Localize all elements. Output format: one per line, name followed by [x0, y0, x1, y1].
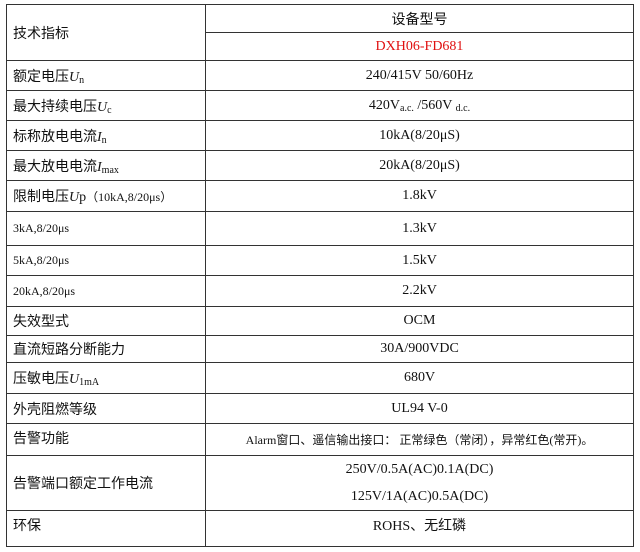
model-number: DXH06-FD681: [205, 32, 634, 61]
row-label: 环保: [6, 510, 206, 547]
row-value: 1.8kV: [205, 180, 634, 212]
header-spec: 技术指标: [6, 4, 206, 61]
row-label: 5kA,8/20μs: [6, 245, 206, 276]
row-value: 10kA(8/20μS): [205, 120, 634, 151]
row-label: 3kA,8/20μs: [6, 211, 206, 246]
row-value: Alarm窗口、遥信输出接口： 正常绿色（常闭），异常红色(常开)。: [205, 423, 634, 456]
row-label: 告警功能: [6, 423, 206, 456]
row-value: 240/415V 50/60Hz: [205, 60, 634, 91]
row-label: 压敏电压U1mA: [6, 362, 206, 394]
row-value: 1.5kV: [205, 245, 634, 276]
row-label: 外壳阻燃等级: [6, 393, 206, 424]
row-label: 20kA,8/20μs: [6, 275, 206, 307]
row-value: OCM: [205, 306, 634, 336]
row-value: 250V/0.5A(AC)0.1A(DC) 125V/1A(AC)0.5A(DC): [205, 455, 634, 511]
header-model: 设备型号: [205, 4, 634, 33]
row-label: 最大放电电流Imax: [6, 150, 206, 181]
row-label: 最大持续电压Uc: [6, 90, 206, 121]
row-value: 30A/900VDC: [205, 335, 634, 363]
row-value: UL94 V-0: [205, 393, 634, 424]
row-value: 420Va.c. /560V d.c.: [205, 90, 634, 121]
row-label: 失效型式: [6, 306, 206, 336]
spec-table: 技术指标 设备型号 DXH06-FD681 额定电压Un 240/415V 50/…: [6, 4, 634, 547]
row-value: 2.2kV: [205, 275, 634, 307]
row-label: 限制电压Up（10kA,8/20μs）: [6, 180, 206, 212]
row-value: 20kA(8/20μS): [205, 150, 634, 181]
row-label: 直流短路分断能力: [6, 335, 206, 363]
row-value: ROHS、无红磷: [205, 510, 634, 547]
row-label: 额定电压Un: [6, 60, 206, 91]
row-value: 1.3kV: [205, 211, 634, 246]
row-value: 680V: [205, 362, 634, 394]
row-label: 告警端口额定工作电流: [6, 455, 206, 511]
row-label: 标称放电电流In: [6, 120, 206, 151]
